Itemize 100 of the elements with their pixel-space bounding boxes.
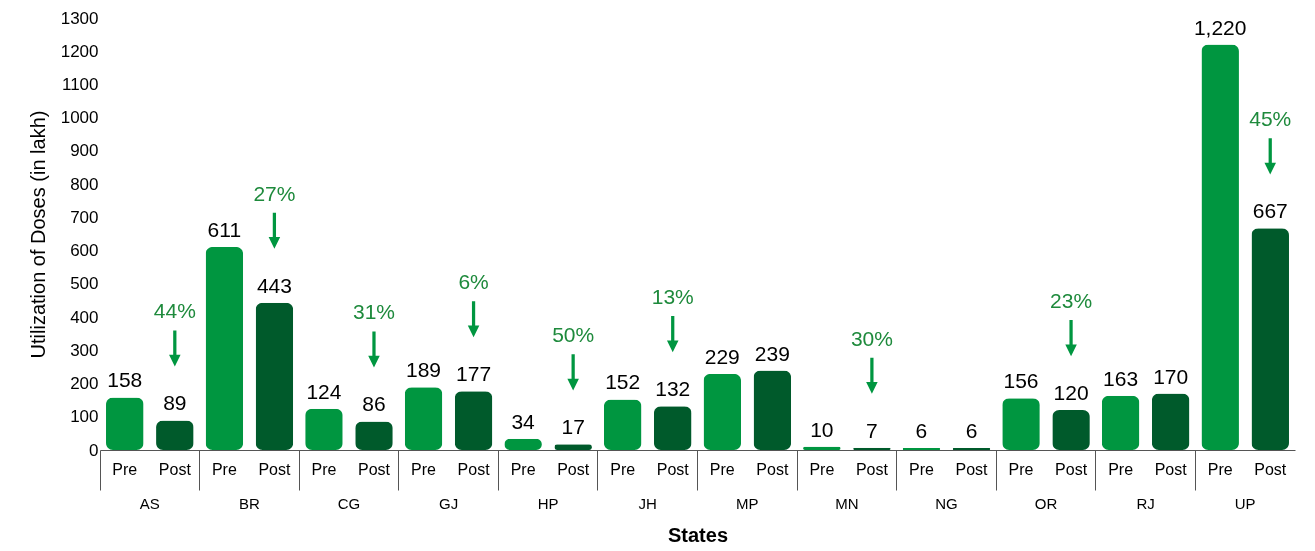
text: Pre	[311, 461, 337, 478]
data-label: 89	[163, 391, 187, 415]
data-label: 17	[561, 415, 585, 439]
annotation: 31%	[352, 300, 395, 324]
y-tick-label: 200	[70, 374, 99, 394]
data-label: 189	[406, 358, 442, 382]
text: Post	[656, 461, 689, 478]
text: Post	[457, 461, 490, 478]
annotation: 6%	[458, 270, 489, 294]
annotation: 27%	[253, 181, 296, 205]
x-tick-label: OR	[1034, 494, 1058, 512]
text: Post	[258, 461, 291, 478]
bar	[1151, 393, 1190, 450]
y-tick-label: 700	[70, 207, 99, 227]
text: Pre	[1008, 461, 1034, 478]
text: Post	[1254, 461, 1287, 478]
y-axis-title: Utilization of Doses (in lakh)	[26, 110, 49, 359]
y-tick-label: 0	[89, 440, 99, 460]
y-tick-label: 600	[70, 241, 99, 261]
bar	[404, 387, 443, 450]
bar	[454, 391, 493, 450]
y-tick-label: 500	[70, 274, 99, 294]
annotation: 44%	[153, 299, 196, 323]
data-label: 34	[511, 409, 536, 433]
bar	[653, 406, 692, 450]
y-tick-label: 900	[70, 141, 99, 161]
y-tick-label: 300	[70, 340, 99, 360]
text: Post	[357, 461, 390, 478]
x-tick-label: HP	[537, 494, 559, 512]
annotation: 50%	[552, 323, 595, 347]
annotation: 23%	[1050, 289, 1093, 313]
y-tick-label: 1200	[60, 41, 99, 61]
text: Pre	[211, 461, 237, 478]
text: Pre	[1207, 461, 1233, 478]
data-label: 6	[965, 419, 978, 443]
text: Post	[1154, 461, 1187, 478]
bar	[305, 408, 343, 450]
data-label: 132	[655, 377, 691, 401]
bar	[106, 397, 144, 450]
text: Pre	[908, 461, 934, 478]
text: Post	[557, 461, 590, 478]
y-tick-label: 400	[70, 307, 99, 327]
bar	[603, 399, 642, 450]
data-label: 120	[1053, 381, 1089, 405]
bar	[1002, 398, 1040, 450]
annotation: 45%	[1249, 107, 1292, 131]
data-label: 152	[605, 370, 641, 394]
x-tick-label: CG	[337, 494, 361, 512]
text: Pre	[610, 461, 636, 478]
x-axis-title: States	[667, 523, 729, 546]
data-label: 6	[915, 419, 928, 443]
data-label: 239	[754, 341, 790, 365]
text: Pre	[510, 461, 536, 478]
bar	[753, 370, 792, 450]
data-label: 10	[810, 417, 834, 441]
data-label: 163	[1103, 366, 1139, 390]
data-label: 170	[1153, 364, 1189, 388]
text: Pre	[411, 461, 436, 478]
series-label: Pre	[112, 461, 138, 478]
x-tick-label: UP	[1234, 494, 1256, 512]
bar	[156, 420, 194, 450]
text: Post	[855, 461, 888, 478]
x-tick-label: JH	[638, 494, 657, 512]
series-label: Post	[158, 461, 192, 478]
x-tick-label: MN	[835, 494, 859, 512]
bar	[255, 302, 294, 450]
data-label: 443	[256, 273, 292, 297]
text: Pre	[709, 461, 735, 478]
bar	[1251, 228, 1289, 450]
text: Pre	[809, 461, 835, 478]
data-label: 611	[207, 217, 242, 241]
bar	[1201, 44, 1239, 450]
text: Pre	[1108, 461, 1134, 478]
text: Post	[756, 461, 789, 478]
text: Post	[1055, 461, 1088, 478]
data-label: 1,220	[1193, 15, 1247, 39]
y-tick-label: 1000	[60, 108, 99, 128]
y-tick-label: 1100	[61, 74, 99, 94]
x-tick-label: AS	[139, 494, 160, 512]
bar	[355, 421, 393, 450]
y-tick-label: 100	[70, 407, 99, 427]
bar	[205, 246, 244, 450]
data-label: 229	[704, 344, 740, 368]
bar	[703, 373, 742, 450]
data-label: 156	[1003, 369, 1039, 393]
data-label: 158	[107, 368, 143, 392]
text: Post	[955, 461, 988, 478]
y-tick-label: 1300	[60, 8, 99, 28]
x-tick-label: MP	[736, 494, 759, 512]
bar	[1052, 410, 1090, 450]
x-tick-label: RJ	[1136, 494, 1155, 512]
annotation: 30%	[850, 326, 893, 350]
x-tick-label: BR	[238, 494, 260, 512]
data-label: 86	[362, 392, 386, 416]
data-label: 667	[1252, 199, 1288, 223]
bar	[1101, 395, 1140, 450]
data-label: 177	[456, 362, 492, 386]
data-label: 124	[306, 379, 342, 403]
y-tick-label: 800	[70, 174, 99, 194]
x-tick-label: GJ	[438, 494, 459, 512]
